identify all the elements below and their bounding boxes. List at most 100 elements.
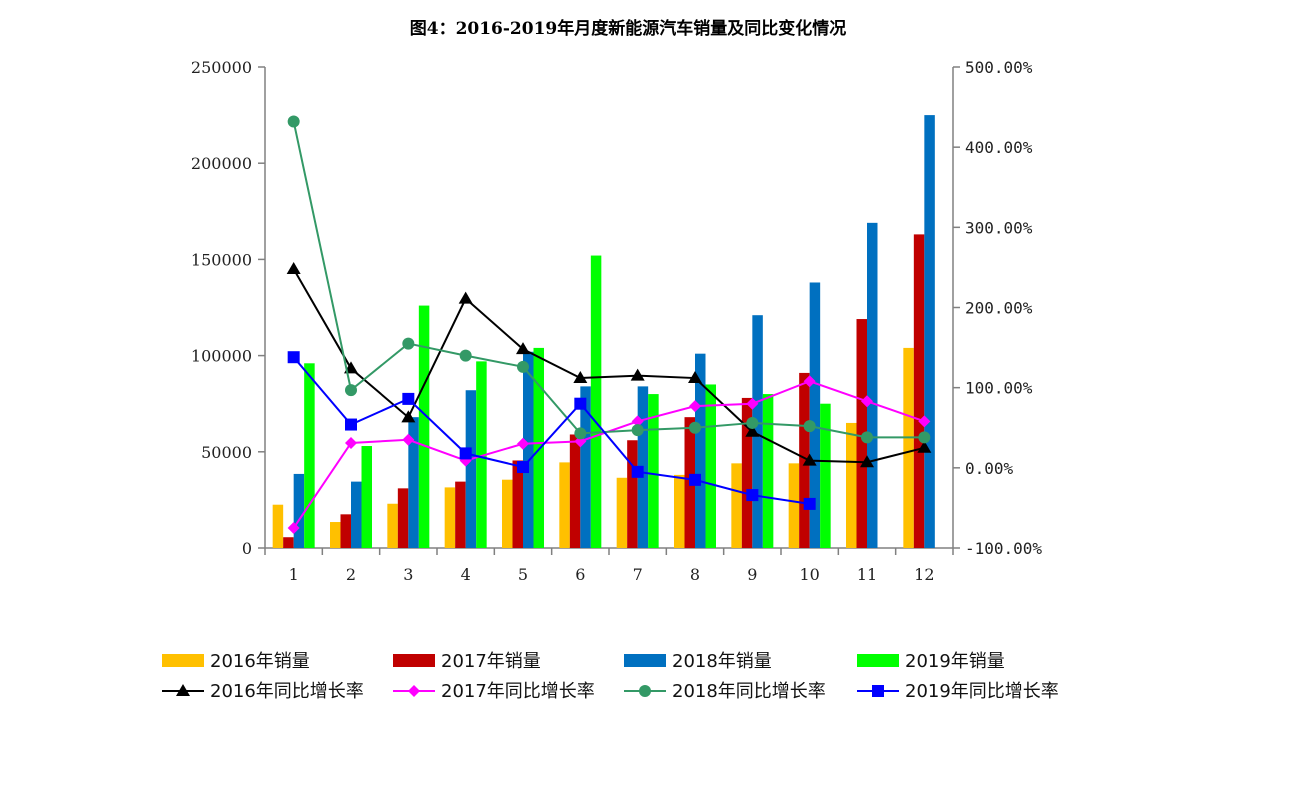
bar-2016年销量 (846, 422, 857, 548)
bar-2017年销量 (569, 434, 581, 548)
legend-label: 2017年销量 (441, 651, 541, 672)
bar-2018年销量 (580, 386, 591, 548)
point-2018年同比增长率 (861, 431, 873, 444)
point-2016年同比增长率 (688, 371, 702, 384)
bar-2017年销量 (397, 488, 409, 548)
point-2019年同比增长率 (345, 418, 357, 431)
point-2017年同比增长率 (689, 400, 701, 413)
bar-2018年销量 (523, 351, 534, 548)
point-2018年同比增长率 (631, 424, 644, 437)
right-tick-label: 200.00% (965, 299, 1033, 318)
bar-2018年销量 (867, 222, 878, 548)
x-tick-label: 1 (289, 565, 299, 584)
x-tick-label: 3 (403, 565, 413, 584)
x-tick-label: 2 (346, 565, 356, 584)
bar-2016年销量 (502, 479, 513, 548)
point-2019年同比增长率 (574, 397, 587, 410)
point-2018年同比增长率 (746, 416, 759, 429)
point-2018年同比增长率 (517, 360, 529, 373)
point-2016年同比增长率 (516, 342, 530, 355)
point-2019年同比增长率 (803, 497, 816, 510)
chart-title: 图4：2016-2019年月度新能源汽车销量及同比变化情况 (410, 18, 847, 39)
point-2018年同比增长率 (287, 115, 300, 128)
legend: 2016年销量 2017年销量 2018年销量 2019年销量 2016年同比增长率 20… (162, 651, 1059, 702)
legend-label: 2019年同比增长率 (905, 681, 1059, 702)
x-tick-label: 11 (857, 565, 877, 584)
bar-2019年销量 (476, 361, 487, 548)
point-2018年同比增长率 (918, 431, 931, 444)
point-2019年同比增长率 (402, 392, 415, 405)
x-tick-label: 8 (690, 565, 700, 584)
left-tick-label: 0 (242, 539, 252, 558)
bar-2016年销量 (444, 487, 456, 548)
point-2016年同比增长率 (745, 424, 760, 437)
legend-marker-2019年同比增长率 (872, 685, 884, 697)
point-2017年同比增长率 (803, 375, 816, 388)
bar-2018年销量 (809, 282, 821, 548)
bar-2017年销量 (455, 481, 466, 548)
x-tick-label: 9 (747, 565, 757, 584)
bar-2016年销量 (387, 503, 398, 548)
bar-2019年销量 (820, 403, 831, 548)
line-2019年同比增长率 (292, 356, 810, 505)
bar-2017年销量 (340, 514, 351, 548)
point-2019年同比增长率 (459, 447, 472, 460)
point-2017年同比增长率 (402, 433, 415, 446)
bar-2017年销量 (741, 397, 753, 548)
x-tick-label: 12 (914, 565, 934, 584)
bars (272, 115, 935, 548)
point-2019年同比增长率 (517, 461, 529, 474)
left-tick-label: 200000 (191, 154, 252, 173)
bar-2019年销量 (533, 347, 544, 548)
right-tick-label: 100.00% (965, 379, 1033, 398)
left-tick-label: 150000 (191, 250, 252, 269)
bar-2016年销量 (674, 474, 685, 548)
line-2018年同比增长率 (292, 121, 925, 439)
legend-label: 2016年销量 (210, 651, 310, 672)
bar-2017年销量 (512, 460, 523, 548)
point-2018年同比增长率 (459, 349, 472, 362)
legend-marker-2018年同比增长率 (639, 685, 651, 697)
bar-2017年销量 (799, 372, 810, 548)
point-2016年同比增长率 (401, 410, 416, 423)
point-2018年同比增长率 (345, 384, 357, 397)
right-tick-label: 500.00% (965, 58, 1033, 77)
bar-2016年销量 (616, 477, 628, 548)
bar-2018年销量 (924, 115, 935, 548)
point-2016年同比增长率 (573, 371, 588, 384)
point-2016年同比增长率 (630, 368, 645, 381)
bar-2016年销量 (731, 463, 742, 548)
legend-swatch-2019年销量 (857, 654, 899, 667)
point-2016年同比增长率 (802, 453, 817, 466)
legend-marker-2016年同比增长率 (176, 684, 190, 696)
right-tick-label: -100.00% (965, 539, 1042, 558)
legend-label: 2018年同比增长率 (672, 681, 826, 702)
bar-2019年销量 (648, 394, 659, 548)
bar-2016年销量 (272, 504, 284, 548)
bar-2018年销量 (293, 473, 305, 548)
bar-2018年销量 (752, 315, 763, 548)
bar-2016年销量 (788, 463, 800, 548)
point-2017年同比增长率 (918, 415, 931, 428)
legend-swatch-2018年销量 (624, 654, 666, 667)
legend-swatch-2017年销量 (393, 654, 435, 667)
point-2019年同比增长率 (746, 489, 759, 502)
left-tick-label: 50000 (201, 443, 252, 462)
left-tick-label: 100000 (191, 347, 252, 366)
bar-2017年销量 (627, 440, 638, 548)
bar-2019年销量 (361, 446, 372, 548)
legend-label: 2019年销量 (905, 651, 1005, 672)
x-tick-label: 4 (461, 565, 471, 584)
bar-2016年销量 (903, 347, 914, 548)
right-tick-label: 400.00% (965, 138, 1033, 157)
point-2017年同比增长率 (345, 436, 357, 449)
legend-marker-2017年同比增长率 (408, 685, 420, 697)
point-2016年同比增长率 (286, 262, 301, 275)
line-2016年同比增长率 (292, 268, 925, 464)
point-2019年同比增长率 (287, 351, 300, 364)
point-2018年同比增长率 (402, 337, 415, 350)
point-2016年同比增长率 (917, 440, 932, 453)
point-2019年同比增长率 (689, 473, 701, 486)
point-2018年同比增长率 (689, 421, 701, 434)
